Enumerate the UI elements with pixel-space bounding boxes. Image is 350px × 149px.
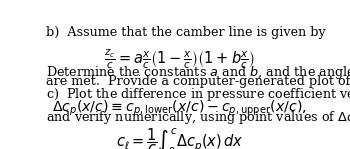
Text: b)  Assume that the camber line is given by: b) Assume that the camber line is given …	[47, 26, 326, 39]
Text: Determine the constants $a$ and $b$, and the angle of attack $\alpha$, such that: Determine the constants $a$ and $b$, and…	[47, 64, 350, 81]
Text: $c_\ell = \dfrac{1}{c}\int_0^c \Delta c_p(x)\, dx$: $c_\ell = \dfrac{1}{c}\int_0^c \Delta c_…	[116, 126, 243, 149]
Text: $\Delta c_p(x/c) \equiv c_{p,\mathrm{lower}}(x/c) - c_{p,\mathrm{upper}}(x/c),$: $\Delta c_p(x/c) \equiv c_{p,\mathrm{low…	[52, 99, 307, 118]
Text: $\frac{z_c}{c} = a\frac{x}{c}\left(1 - \frac{x}{c}\right)\left(1 + b\frac{x}{c}\: $\frac{z_c}{c} = a\frac{x}{c}\left(1 - \…	[104, 48, 255, 71]
Text: and verify numerically, using point values of $\Delta c_p$ and trapezoidal integ: and verify numerically, using point valu…	[47, 110, 350, 128]
Text: are met.  Provide a computer-generated plot of the camber line.: are met. Provide a computer-generated pl…	[47, 75, 350, 88]
Text: c)  Plot the difference in pressure coefficient versus $x/c$,: c) Plot the difference in pressure coeff…	[47, 86, 350, 103]
